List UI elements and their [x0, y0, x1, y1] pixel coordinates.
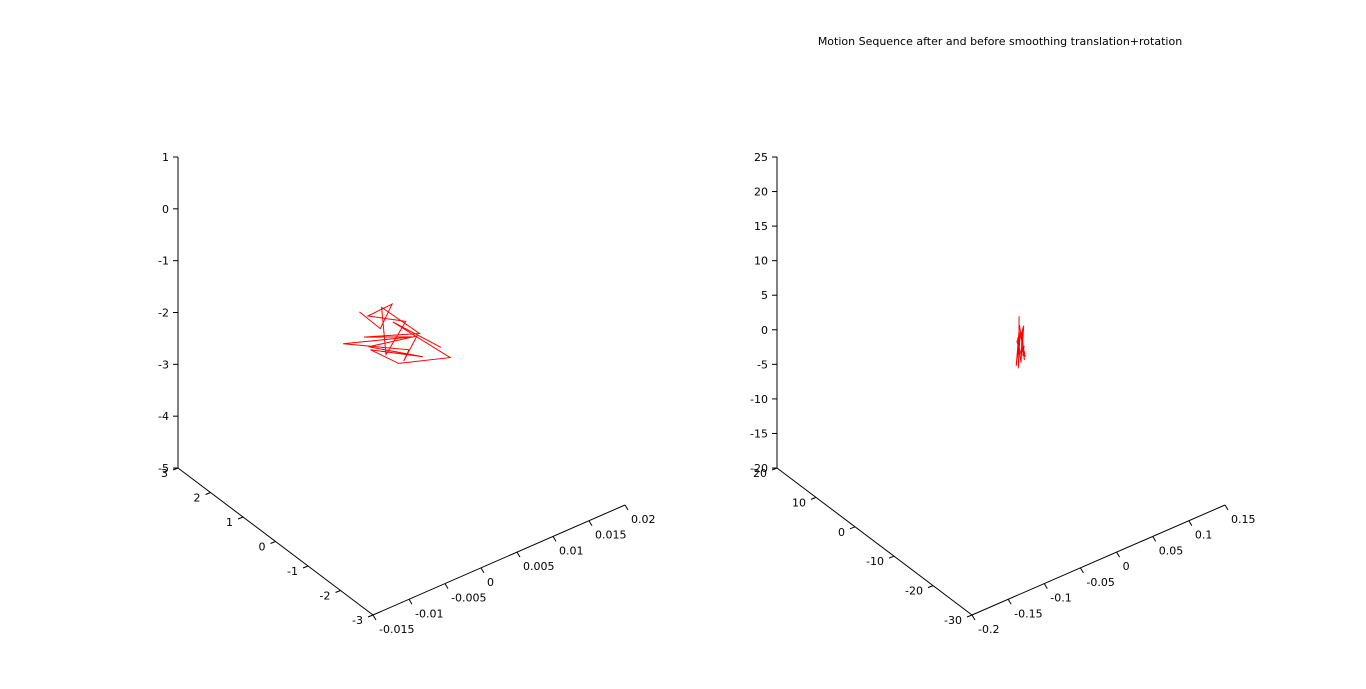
- x-axis-line: [372, 504, 626, 616]
- z-tick-label: -3: [158, 358, 169, 371]
- y-tick: [205, 492, 211, 495]
- z-tick-label: 1: [162, 151, 169, 164]
- z-tick-label: -4: [158, 410, 169, 423]
- y-tick-label: -2: [320, 590, 331, 603]
- x-tick: [408, 599, 413, 605]
- x-tick: [971, 614, 976, 621]
- y-tick: [302, 565, 309, 569]
- x-tick-label: -0.15: [1014, 607, 1042, 620]
- x-tick: [552, 536, 557, 542]
- z-tick-label: -10: [750, 393, 768, 406]
- x-tick: [588, 520, 593, 526]
- y-tick: [237, 516, 244, 520]
- y-tick: [888, 555, 895, 559]
- x-tick: [624, 504, 629, 511]
- x-tick: [1224, 504, 1229, 511]
- z-tick-label: -5: [158, 462, 169, 475]
- x-tick-label: 0.02: [631, 513, 656, 526]
- y-tick: [927, 585, 934, 589]
- x-tick-label: 0.05: [1159, 544, 1184, 557]
- y-tick-label: -3: [352, 614, 363, 627]
- y-tick: [367, 614, 374, 618]
- x-tick-label: -0.01: [415, 607, 443, 620]
- x-tick: [1079, 567, 1084, 574]
- y-tick-label: 0: [838, 526, 845, 539]
- y-tick-label: 1: [226, 516, 233, 529]
- x-tick-label: -0.2: [978, 623, 999, 636]
- y-tick-label: 20: [753, 467, 767, 480]
- x-tick: [1188, 520, 1193, 526]
- x-tick-label: 0.1: [1195, 529, 1213, 542]
- z-tick-label: -20: [750, 462, 768, 475]
- x-tick-label: -0.05: [1086, 576, 1114, 589]
- y-tick: [849, 526, 856, 530]
- y-tick: [335, 590, 341, 593]
- figure-title: Motion Sequence after and before smoothi…: [818, 35, 1182, 48]
- y-tick-label: 2: [194, 492, 201, 505]
- y-tick-label: -1: [287, 565, 298, 578]
- z-tick-label: -5: [757, 358, 768, 371]
- motion-trajectory: [1015, 316, 1026, 369]
- x-tick-label: 0.015: [595, 529, 627, 542]
- y-tick: [172, 467, 179, 471]
- x-tick: [1007, 599, 1012, 605]
- y-tick-label: -10: [866, 555, 884, 568]
- x-tick: [444, 583, 449, 589]
- z-tick-label: 15: [754, 220, 768, 233]
- x-tick: [516, 551, 521, 558]
- x-tick: [372, 614, 377, 621]
- z-tick-label: 25: [754, 151, 768, 164]
- x-tick-label: 0: [487, 576, 494, 589]
- z-tick-label: 20: [754, 186, 768, 199]
- x-tick-label: -0.1: [1050, 592, 1071, 605]
- x-tick: [1152, 536, 1157, 542]
- y-axis-line: [776, 467, 973, 616]
- x-tick: [1043, 583, 1048, 589]
- y-tick: [810, 496, 817, 500]
- y-tick: [270, 541, 276, 544]
- z-tick-label: 0: [162, 203, 169, 216]
- y-tick-label: -20: [905, 585, 923, 598]
- x-tick-label: 0.005: [523, 560, 555, 573]
- x-tick-label: 0.01: [559, 544, 584, 557]
- z-tick-label: -2: [158, 307, 169, 320]
- y-tick: [771, 467, 778, 471]
- z-tick-label: -15: [750, 427, 768, 440]
- y-tick: [966, 614, 973, 618]
- y-tick-label: 10: [792, 496, 806, 509]
- motion-trajectory: [343, 303, 452, 364]
- z-tick-label: 5: [761, 289, 768, 302]
- x-tick-label: 0: [1123, 560, 1130, 573]
- x-tick-label: 0.15: [1231, 513, 1256, 526]
- plot-left: -5-4-3-2-101-3-2-10123-0.015-0.01-0.0050…: [158, 151, 655, 636]
- x-tick: [1116, 551, 1121, 558]
- z-tick-label: 10: [754, 255, 768, 268]
- x-axis-line: [971, 504, 1226, 616]
- z-tick-label: -1: [158, 255, 169, 268]
- plot-right: -20 -15 -10 -5 0 5 10 15 20 25 -30 -20 -10 0 10 20 -0.2 -…: [750, 151, 1255, 636]
- z-tick-label: 0: [761, 324, 768, 337]
- x-tick-label: -0.015: [379, 623, 414, 636]
- x-tick: [480, 567, 485, 574]
- y-tick-label: 3: [161, 467, 168, 480]
- x-tick-label: -0.005: [451, 592, 486, 605]
- y-tick-label: 0: [259, 541, 266, 554]
- y-tick-label: -30: [944, 614, 962, 627]
